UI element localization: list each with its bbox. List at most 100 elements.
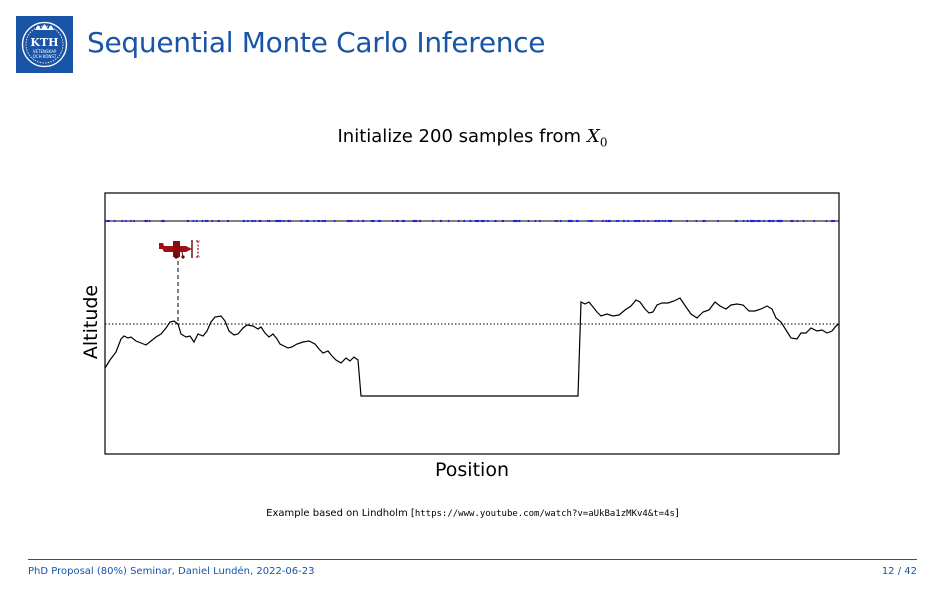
footer-info: PhD Proposal (80%) Seminar, Daniel Lundé…: [28, 566, 315, 577]
particle: [825, 219, 828, 223]
particle: [658, 219, 661, 223]
particle: [627, 219, 630, 223]
particle: [287, 219, 290, 223]
particle: [432, 219, 435, 223]
particle: [469, 219, 472, 223]
particle: [664, 219, 667, 223]
particle: [246, 219, 249, 223]
particle-cloud: [105, 219, 836, 223]
footer-divider: [28, 559, 917, 560]
credit-note: Example based on Lindholm [https://www.y…: [266, 508, 679, 519]
slide-subtitle: Initialize 200 samples from X0: [0, 126, 945, 150]
particle: [318, 219, 321, 223]
particle: [790, 219, 793, 223]
particle: [414, 219, 417, 223]
particle: [457, 219, 460, 223]
particle: [527, 219, 530, 223]
particle: [796, 219, 799, 223]
particle: [756, 219, 759, 223]
particle: [401, 219, 404, 223]
particle: [370, 219, 373, 223]
particle: [570, 219, 574, 223]
particle: [350, 219, 353, 223]
particle: [576, 219, 580, 223]
particle: [144, 219, 147, 223]
particle: [396, 219, 399, 223]
airplane-icon: [159, 240, 200, 259]
particle: [617, 219, 620, 223]
page-number: 12 / 42: [881, 566, 917, 577]
particle: [274, 219, 277, 223]
particle: [357, 219, 360, 223]
particle: [307, 219, 310, 223]
svg-text:VETENSKAP: VETENSKAP: [33, 49, 57, 54]
particle: [347, 219, 350, 223]
particle: [512, 219, 516, 223]
particle: [211, 219, 214, 223]
particle: [589, 219, 592, 223]
particle: [482, 219, 485, 223]
svg-text:OCH KONST: OCH KONST: [33, 54, 57, 59]
particle: [813, 219, 816, 223]
particle: [419, 219, 422, 223]
particle: [646, 219, 650, 223]
particle: [534, 219, 537, 223]
particle: [227, 219, 230, 223]
particle: [831, 219, 834, 223]
particle: [439, 219, 442, 223]
particle: [201, 219, 204, 223]
particle: [686, 219, 689, 223]
particle: [567, 219, 570, 223]
particle: [776, 219, 779, 223]
particle: [501, 219, 504, 223]
particle: [362, 219, 365, 223]
particle: [251, 219, 254, 223]
particle: [633, 219, 636, 223]
particle: [258, 219, 261, 223]
subtitle-text: Initialize 200 samples from: [337, 126, 582, 147]
particle: [559, 219, 562, 223]
particle: [463, 219, 466, 223]
particle: [762, 219, 766, 223]
particle: [791, 219, 795, 223]
particle: [695, 219, 698, 223]
particle: [242, 219, 245, 223]
particle: [129, 219, 132, 223]
particle: [605, 219, 608, 223]
particle: [133, 219, 136, 223]
particle: [717, 219, 720, 223]
particle: [768, 219, 771, 223]
particle: [279, 219, 282, 223]
particle: [160, 219, 164, 223]
particle: [192, 219, 195, 223]
particle: [206, 219, 209, 223]
kth-logo: KTH VETENSKAP OCH KONST: [16, 16, 73, 73]
particle: [195, 219, 198, 223]
particle: [412, 219, 415, 223]
particle: [475, 219, 478, 223]
particle: [391, 219, 394, 223]
particle: [312, 219, 316, 223]
particle: [517, 219, 521, 223]
particle: [321, 219, 324, 223]
particle: [654, 219, 657, 223]
particle: [515, 219, 519, 223]
particle: [282, 219, 285, 223]
particle: [300, 219, 303, 223]
particle: [218, 219, 221, 223]
particle: [615, 219, 618, 223]
particle: [702, 219, 705, 223]
particle: [554, 219, 557, 223]
particle: [278, 219, 281, 223]
particle: [113, 219, 116, 223]
y-axis-label: Altitude: [80, 284, 102, 360]
subtitle-math: X0: [587, 126, 608, 150]
particle: [447, 219, 450, 223]
slide-title: Sequential Monte Carlo Inference: [87, 26, 546, 59]
x-axis-label: Position: [435, 459, 509, 481]
particle: [746, 219, 749, 223]
particle: [378, 219, 382, 223]
particle: [802, 219, 805, 223]
particle: [608, 219, 611, 223]
